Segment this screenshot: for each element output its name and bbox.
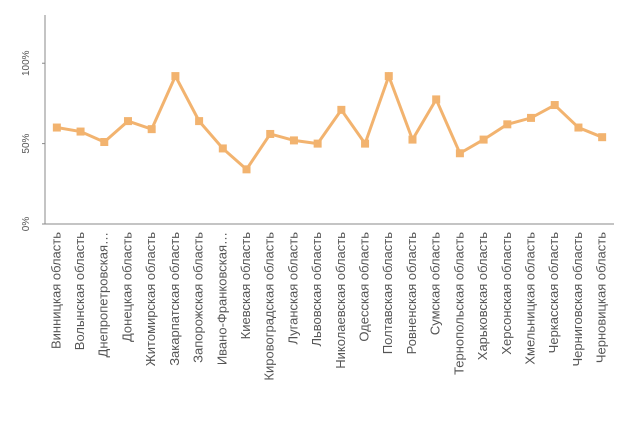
marker [455,149,464,158]
marker [242,165,251,174]
marker [503,120,512,129]
x-tick-label: Полтавская область [380,232,395,354]
marker [361,139,370,148]
marker [337,105,346,114]
x-tick-label: Львовская область [309,232,324,347]
marker [289,136,298,145]
x-tick-label: Луганская область [285,232,300,345]
marker [147,125,156,134]
x-tick-label: Черкасская область [546,232,561,354]
y-tick-label: 0% [21,217,32,232]
marker [218,144,227,153]
marker [195,117,204,126]
marker [574,123,583,132]
marker [408,135,417,144]
y-tick-label: 50% [21,134,32,154]
x-tick-label: Житомирская область [143,232,158,366]
x-tick-label: Херсонская область [499,232,514,355]
x-tick-label: Тернопольская область [451,232,466,375]
marker [313,139,322,148]
x-tick-label: Николаевская область [333,232,348,369]
marker [100,138,109,147]
x-tick-label: Запорожская область [191,232,206,363]
marker [384,72,393,81]
marker [432,95,441,104]
marker [479,135,488,144]
marker [76,127,85,136]
x-tick-label: Хмельницкая область [522,232,537,365]
marker [171,72,180,81]
x-tick-label: Черниговская область [570,232,585,367]
x-tick-label: Волынская область [72,232,87,350]
x-tick-label: Киевская область [238,232,253,340]
marker [527,113,536,122]
x-tick-label: Ровненская область [404,232,419,355]
x-tick-label: Винницкая область [48,232,63,349]
marker [598,133,607,142]
x-tick-label: Закарпатская область [167,232,182,366]
x-tick-label: Одесская область [357,232,372,342]
x-tick-label: Черновицкая область [594,232,609,363]
marker [266,129,275,138]
y-tick-label: 100% [21,50,32,76]
marker [123,117,132,126]
x-tick-label: Днепропетровская… [96,232,111,357]
x-tick-label: Харьковская область [475,232,490,360]
x-tick-label: Донецкая область [119,232,134,342]
marker [52,123,61,132]
x-tick-label: Кировоградская область [262,232,277,381]
x-tick-label: Сумская область [428,232,443,335]
x-tick-label: Ивано-Франковская… [214,232,229,365]
line [56,71,603,172]
marker [550,101,559,110]
